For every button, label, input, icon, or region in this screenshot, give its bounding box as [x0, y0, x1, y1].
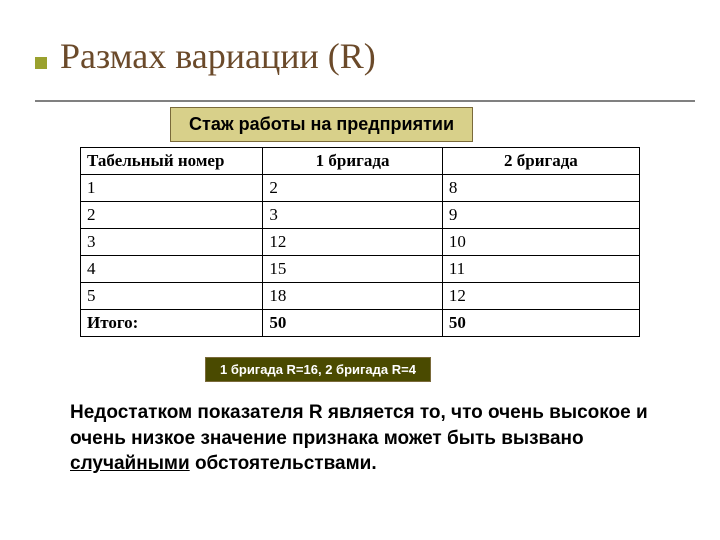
- cell: 1: [81, 175, 263, 202]
- cell-total-2: 50: [442, 310, 639, 337]
- cell: 10: [442, 229, 639, 256]
- cell: 3: [263, 202, 442, 229]
- table-body: 1 2 8 2 3 9 3 12 10 4 15 11 5 18: [81, 175, 640, 337]
- col-header-id: Табельный номер: [81, 148, 263, 175]
- cell: 4: [81, 256, 263, 283]
- title-bullet: [35, 57, 47, 69]
- cell: 2: [263, 175, 442, 202]
- slide-title: Размах вариации (R): [60, 35, 376, 77]
- table-header: Табельный номер 1 бригада 2 бригада: [81, 148, 640, 175]
- cell: 15: [263, 256, 442, 283]
- cell: 12: [263, 229, 442, 256]
- cell: 8: [442, 175, 639, 202]
- data-table: Табельный номер 1 бригада 2 бригада 1 2 …: [80, 147, 640, 337]
- cell-total-label: Итого:: [81, 310, 263, 337]
- cell: 9: [442, 202, 639, 229]
- note-paragraph: Недостатком показателя R является то, чт…: [70, 400, 660, 477]
- table-footer-row: Итого: 50 50: [81, 310, 640, 337]
- note-text-underlined: случайными: [70, 453, 190, 474]
- cell: 11: [442, 256, 639, 283]
- table-row: 4 15 11: [81, 256, 640, 283]
- cell: 18: [263, 283, 442, 310]
- table-row: 2 3 9: [81, 202, 640, 229]
- cell: 2: [81, 202, 263, 229]
- slide: Размах вариации (R) Стаж работы на предп…: [0, 0, 720, 540]
- col-header-brigade1: 1 бригада: [263, 148, 442, 175]
- cell: 12: [442, 283, 639, 310]
- table-row: 5 18 12: [81, 283, 640, 310]
- cell: 3: [81, 229, 263, 256]
- horizontal-rule: [35, 100, 695, 102]
- table-row: 1 2 8: [81, 175, 640, 202]
- note-text-after: обстоятельствами.: [190, 453, 377, 474]
- cell-total-1: 50: [263, 310, 442, 337]
- note-text-before: Недостатком показателя R является то, чт…: [70, 402, 648, 449]
- cell: 5: [81, 283, 263, 310]
- col-header-brigade2: 2 бригада: [442, 148, 639, 175]
- table-row: 3 12 10: [81, 229, 640, 256]
- result-box: 1 бригада R=16, 2 бригада R=4: [205, 357, 431, 382]
- table-caption: Стаж работы на предприятии: [170, 107, 473, 142]
